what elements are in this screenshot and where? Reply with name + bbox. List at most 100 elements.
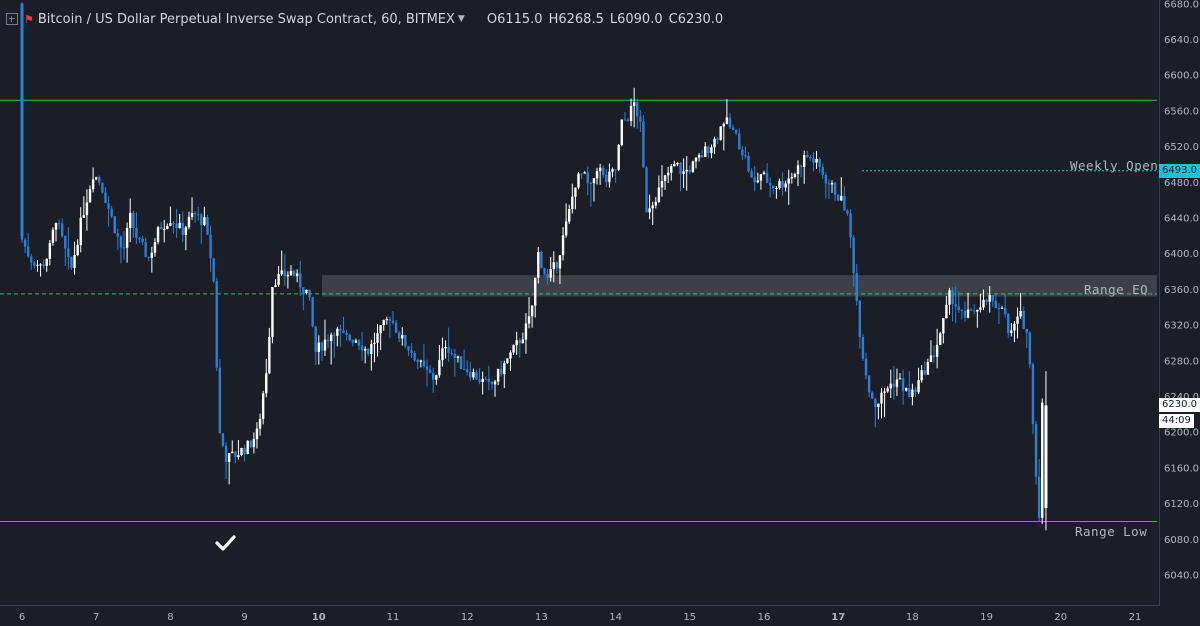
candle	[580, 173, 583, 179]
candle-body	[342, 330, 345, 333]
candle	[979, 294, 982, 313]
candle	[812, 152, 815, 172]
candle	[1044, 371, 1048, 531]
candle-body	[676, 162, 679, 165]
candle	[537, 247, 540, 284]
range-eq-zone	[322, 275, 1157, 297]
candle-body	[629, 105, 633, 122]
time-axis[interactable]: 6 7 8 9 10 11 12 13 14 15 16 17 18 19 20 21	[19, 612, 1142, 623]
candle-body	[799, 165, 803, 167]
candle	[286, 271, 290, 289]
candle-body	[571, 196, 574, 210]
candle-body	[360, 345, 364, 351]
candle	[1003, 294, 1007, 318]
candle-body	[277, 274, 280, 286]
candle-body	[642, 121, 645, 168]
candle-body	[51, 229, 55, 243]
candle	[339, 324, 342, 347]
candle-body	[546, 274, 549, 278]
candle	[407, 346, 410, 357]
candle-body	[824, 174, 828, 184]
symbol-title[interactable]: Bitcoin / US Dollar Perpetual Inverse Sw…	[37, 11, 455, 27]
chevron-down-icon[interactable]: ▼	[457, 14, 465, 24]
candle-body	[871, 392, 874, 399]
candle-body	[435, 375, 438, 380]
candle-body	[453, 353, 457, 358]
x-tick-label: 6	[19, 612, 25, 623]
candle	[716, 137, 719, 144]
candle	[227, 453, 231, 485]
candle-body	[994, 300, 998, 309]
y-tick-label: 6520.0	[1164, 142, 1199, 153]
candle-body	[169, 223, 172, 226]
candle-body	[441, 348, 444, 361]
candle	[558, 255, 562, 285]
candle-body	[901, 378, 905, 391]
candle	[397, 330, 401, 343]
candle	[265, 358, 268, 398]
ohlc-low-label: L	[609, 11, 618, 27]
candle	[268, 327, 271, 375]
candle-body	[206, 217, 209, 235]
candle	[524, 313, 528, 354]
candle	[704, 141, 707, 158]
candle	[373, 332, 376, 363]
candle-body	[138, 237, 141, 239]
candle-body	[768, 182, 772, 186]
candle-body	[969, 309, 973, 311]
x-tick-label: 15	[683, 612, 696, 623]
plus-square-icon[interactable]	[6, 13, 18, 25]
candle-body	[806, 154, 809, 158]
candle-body	[227, 453, 231, 462]
candle-body	[688, 169, 691, 172]
candle	[363, 346, 367, 364]
candle-body	[203, 217, 206, 226]
candle	[846, 209, 849, 216]
candle-body	[574, 187, 577, 197]
candle-body	[506, 358, 509, 363]
candle-body	[991, 295, 994, 301]
candle-body	[598, 167, 602, 172]
candle	[840, 177, 843, 201]
candle-body	[874, 398, 877, 408]
candle-body	[82, 215, 86, 218]
y-tick-label: 6640.0	[1164, 35, 1199, 46]
flag-icon[interactable]: ⚑	[24, 12, 34, 26]
candle-body	[833, 182, 837, 196]
candle-body	[416, 360, 419, 362]
candle	[169, 206, 172, 227]
candle-body	[555, 262, 559, 269]
candle-body	[367, 348, 370, 355]
candle	[441, 337, 444, 367]
candle	[197, 206, 200, 221]
candle	[509, 350, 512, 372]
candle-body	[861, 337, 865, 359]
candle-body	[447, 346, 450, 353]
candle-body	[39, 264, 42, 266]
candle-body	[1041, 402, 1044, 518]
candle	[688, 165, 691, 174]
candle	[54, 222, 58, 242]
candle	[503, 360, 506, 389]
candle	[642, 114, 645, 168]
y-tick-label: 6280.0	[1164, 356, 1199, 367]
candle	[973, 303, 976, 315]
candle	[871, 390, 874, 399]
candle-body	[988, 295, 991, 302]
candle-body	[595, 171, 599, 179]
candle-body	[129, 212, 132, 229]
symbol-header[interactable]: ⚑ Bitcoin / US Dollar Perpetual Inverse …	[0, 8, 723, 30]
candle	[639, 110, 642, 132]
price-axis[interactable]: 6040.0 6080.0 6120.0 6160.0 6200.0 6240.0 6280…	[1164, 0, 1199, 582]
candle	[33, 261, 36, 269]
candle-body	[716, 138, 719, 140]
candle-body	[481, 378, 484, 382]
candle-body	[379, 325, 382, 334]
x-tick-label: 14	[609, 612, 622, 623]
candle	[997, 303, 1001, 325]
candle-body	[651, 205, 654, 209]
candle	[125, 222, 129, 263]
candle-body	[370, 343, 373, 355]
candle-body	[540, 252, 543, 269]
